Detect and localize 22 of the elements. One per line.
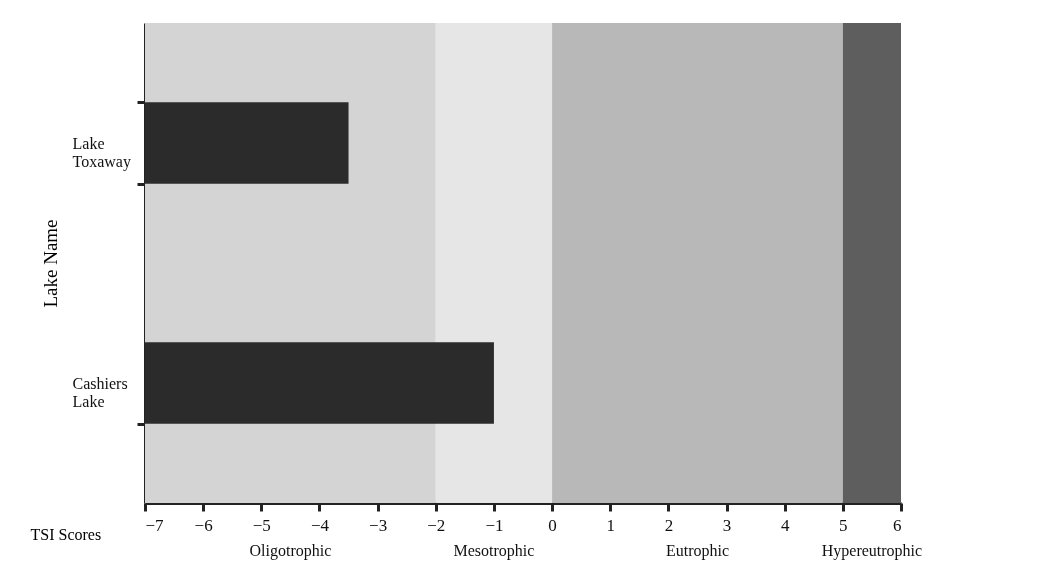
- x-tick-label: 2: [664, 515, 674, 535]
- x-tick-label: −1: [485, 515, 504, 535]
- band-label: Eutrophic: [665, 542, 730, 560]
- x-tick-label: −3: [369, 515, 388, 535]
- x-tick-label: 6: [893, 515, 902, 535]
- y-tick-label: Cashiers Lake: [72, 374, 128, 410]
- x-axis-title: TSI Scores: [30, 525, 102, 543]
- x-tick-label: 5: [839, 515, 848, 535]
- x-tick-label: −2: [427, 515, 446, 535]
- band-label: Oligotrophic: [249, 542, 332, 560]
- x-tick-label: 4: [780, 515, 790, 535]
- band-label: Mesotrophic: [453, 542, 535, 560]
- x-tick-label: 1: [606, 515, 615, 535]
- x-tick-label: −5: [252, 515, 271, 535]
- x-tick-label: 0: [548, 515, 557, 535]
- x-tick-label: −7: [145, 515, 165, 535]
- x-tick-label: −6: [194, 515, 213, 535]
- x-tick-label: −4: [310, 515, 330, 535]
- band-label: Hypereutrophic: [821, 542, 923, 560]
- y-tick-label: Lake Toxaway: [72, 134, 131, 171]
- y-axis-title: Lake Name: [39, 219, 61, 308]
- x-tick-label: 3: [722, 515, 732, 535]
